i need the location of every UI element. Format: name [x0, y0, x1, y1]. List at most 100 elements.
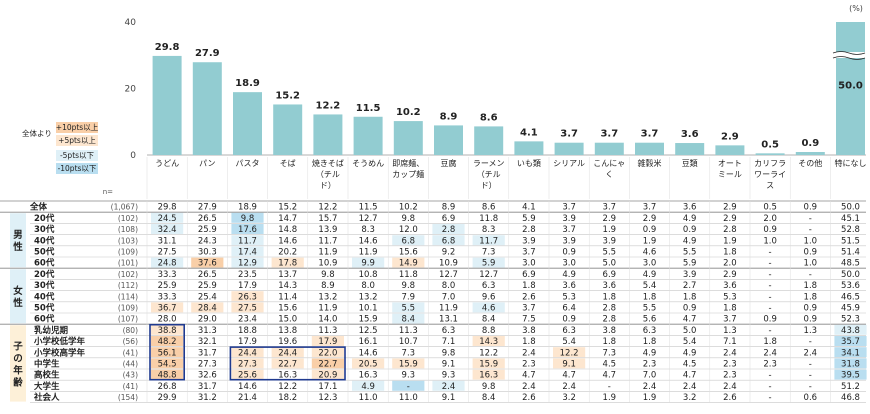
table-cell: -	[769, 281, 772, 291]
table-cell: -	[769, 393, 772, 403]
table-cell: 3.8	[603, 326, 617, 336]
group-label: 男	[13, 230, 23, 241]
table-cell: 3.0	[562, 259, 576, 269]
category-label: その他	[798, 158, 822, 168]
row-n: (56)	[123, 337, 138, 346]
table-cell: 11.4	[278, 292, 297, 302]
table-cell: 51.5	[841, 236, 860, 246]
row-n: (154)	[118, 393, 138, 402]
data-label: 10.2	[396, 107, 421, 118]
table-cell: 3.6	[723, 281, 737, 291]
emphasis-box	[149, 323, 186, 381]
table-cell: 26.8	[158, 382, 177, 392]
row-n: (109)	[118, 248, 138, 257]
legend-item: +10pts以上	[56, 122, 99, 133]
legend-swatch	[56, 122, 98, 133]
table-cell: 8.6	[482, 203, 496, 213]
table-cell: 14.6	[278, 236, 297, 246]
row-n: (108)	[118, 225, 138, 234]
table-cell: 48.2	[158, 337, 177, 347]
table-cell: 6.4	[562, 304, 576, 314]
table-row: 60代 (107) 28.0 29.0 23.4 15.0 14.0 15.9 8.4 13.1 8…	[34, 314, 860, 325]
table-cell: 14.3	[278, 281, 297, 291]
table-cell: 20.9	[318, 371, 337, 381]
table-cell: 2.4	[522, 348, 536, 358]
table-cell: 6.9	[522, 270, 536, 280]
legend-label: +10pts以上	[56, 123, 99, 132]
row-label: 乳幼児期	[34, 325, 69, 336]
table-cell: 3.7	[522, 248, 536, 258]
cell-highlight	[553, 358, 586, 369]
table-cell: 1.8	[804, 281, 818, 291]
cell-highlight	[231, 369, 264, 380]
row-label: 社会人	[33, 392, 60, 403]
bar	[554, 142, 584, 155]
bar	[273, 104, 303, 155]
cell-highlight	[151, 324, 184, 335]
table-cell: 3.7	[643, 203, 657, 213]
table-cell: 8.0	[361, 281, 375, 291]
table-cell: 0.9	[643, 225, 657, 235]
category-label: 豆腐	[441, 158, 457, 168]
table-row: 大学生 (41) 26.8 31.7 14.6 12.2 17.1 4.9 - 2.4 9.8 2.4…	[34, 381, 860, 392]
table-cell: 2.6	[723, 393, 737, 403]
table-cell: 5.3	[562, 292, 576, 302]
data-label: 2.9	[721, 131, 739, 142]
row-n: (43)	[123, 371, 138, 380]
table-cell: 27.5	[158, 248, 177, 258]
table-cell: 11.5	[359, 203, 378, 213]
table-cell: 46.5	[841, 292, 860, 302]
table-cell: 31.3	[198, 326, 217, 336]
cell-highlight	[432, 235, 465, 246]
table-cell: -	[769, 382, 772, 392]
table-cell: 12.0	[399, 225, 418, 235]
table-cell: 4.9	[643, 270, 657, 280]
table-cell: 1.3	[723, 326, 737, 336]
cell-highlight	[151, 347, 184, 358]
table-cell: 11.9	[439, 304, 458, 314]
table-row: 小学校低学年 (56) 48.2 32.1 17.9 19.6 17.9 16.1 10.7 7.…	[33, 336, 860, 347]
table-cell: 4.9	[361, 382, 375, 392]
row-label: 50代	[34, 247, 55, 258]
row-label: 小学校高学年	[33, 347, 86, 358]
table-cell: 18.2	[278, 393, 297, 403]
table-cell: 27.3	[198, 360, 217, 370]
table-cell: 24.3	[198, 236, 217, 246]
bar	[434, 125, 463, 155]
group-label: の	[13, 353, 23, 364]
table-cell: 34.1	[841, 348, 860, 358]
cell-highlight	[392, 380, 425, 391]
table-cell: 5.0	[603, 259, 617, 269]
table-cell: 16.3	[359, 371, 378, 381]
legend-item: -10pts以下	[56, 163, 98, 174]
row-n: (101)	[118, 259, 138, 268]
table-cell: 18.8	[238, 326, 257, 336]
category-label: ス	[766, 181, 774, 190]
table-cell: 7.1	[442, 337, 456, 347]
row-label: 20代	[34, 269, 55, 280]
data-label: 0.9	[801, 138, 819, 149]
table-cell: 2.4	[804, 348, 818, 358]
row-label: 大学生	[34, 381, 60, 392]
data-label: 3.6	[681, 129, 699, 140]
table-cell: 17.9	[238, 281, 257, 291]
table-cell: 7.0	[643, 371, 657, 381]
cell-highlight	[311, 347, 344, 358]
cell-highlight	[834, 347, 867, 358]
cell-highlight	[472, 358, 505, 369]
table-cell: 19.6	[278, 337, 297, 347]
cell-highlight	[392, 358, 425, 369]
cell-highlight	[271, 257, 304, 268]
table-cell: 9.2	[442, 248, 456, 258]
data-label: 29.8	[155, 42, 180, 53]
table-cell: 7.3	[603, 348, 617, 358]
table-cell: 17.9	[238, 337, 257, 347]
cell-highlight	[151, 336, 184, 346]
table-cell: 16.1	[359, 337, 378, 347]
table-cell: 3.2	[562, 393, 576, 403]
cell-highlight	[392, 235, 425, 246]
table-cell: 1.8	[763, 337, 777, 347]
table-cell: 8.3	[482, 225, 496, 235]
category-label: 即席麺、	[392, 158, 424, 168]
table-cell: 11.7	[238, 236, 257, 246]
